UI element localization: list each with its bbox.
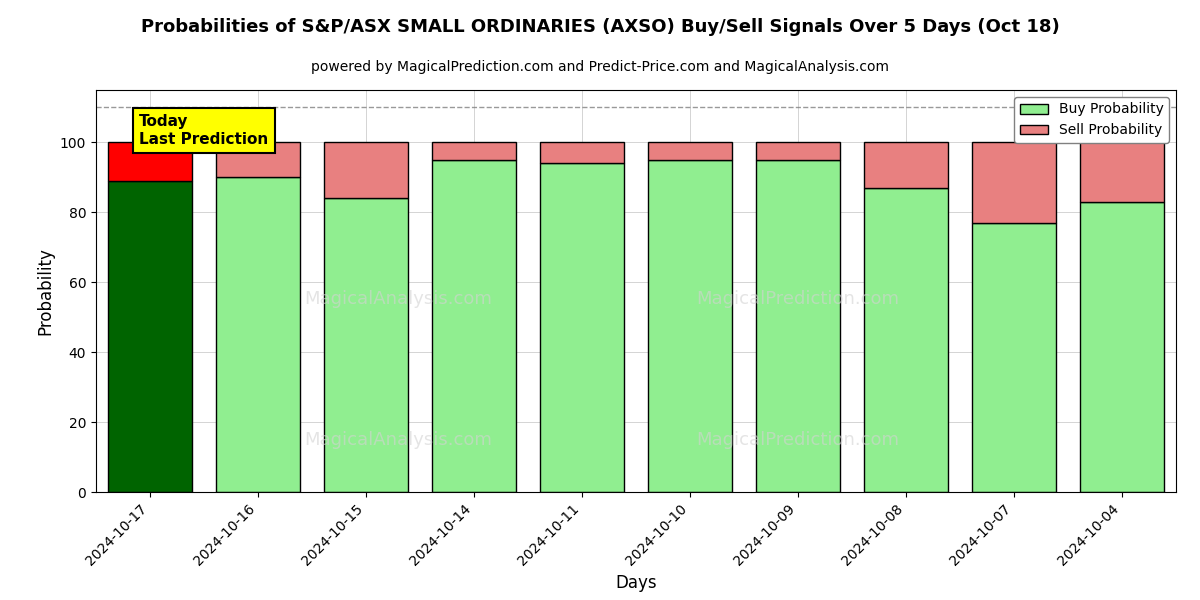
Text: Probabilities of S&P/ASX SMALL ORDINARIES (AXSO) Buy/Sell Signals Over 5 Days (O: Probabilities of S&P/ASX SMALL ORDINARIE… [140,18,1060,36]
Bar [540,142,624,163]
Legend: Buy Probability, Sell Probability: Buy Probability, Sell Probability [1014,97,1169,143]
Text: powered by MagicalPrediction.com and Predict-Price.com and MagicalAnalysis.com: powered by MagicalPrediction.com and Pre… [311,60,889,74]
Bar [324,142,408,199]
Bar [108,181,192,492]
Text: MagicalAnalysis.com: MagicalAnalysis.com [305,431,492,449]
Bar [864,142,948,188]
Bar [648,160,732,492]
Bar [756,160,840,492]
Text: Today
Last Prediction: Today Last Prediction [139,115,269,147]
Bar [648,142,732,160]
Bar [756,142,840,160]
Bar [216,142,300,178]
Text: MagicalAnalysis.com: MagicalAnalysis.com [305,290,492,308]
Bar [432,160,516,492]
Bar [864,188,948,492]
X-axis label: Days: Days [616,574,656,592]
Bar [1080,142,1164,202]
Bar [216,178,300,492]
Bar [972,142,1056,223]
Text: MagicalPrediction.com: MagicalPrediction.com [696,431,900,449]
Text: MagicalPrediction.com: MagicalPrediction.com [696,290,900,308]
Bar [540,163,624,492]
Bar [972,223,1056,492]
Bar [108,142,192,181]
Y-axis label: Probability: Probability [36,247,54,335]
Bar [1080,202,1164,492]
Bar [324,199,408,492]
Bar [432,142,516,160]
